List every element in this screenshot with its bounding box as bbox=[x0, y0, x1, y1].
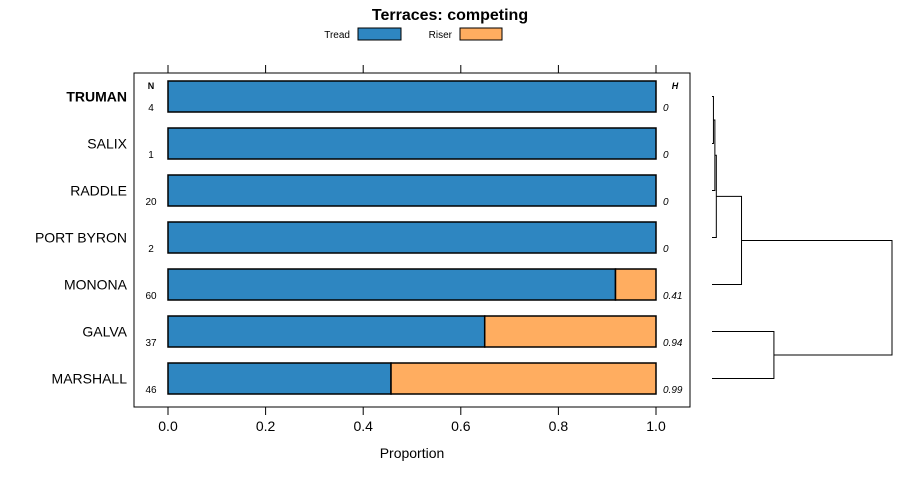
dendrogram-link bbox=[712, 331, 775, 379]
n-header: N bbox=[148, 81, 155, 91]
bar-riser-marshall bbox=[390, 362, 657, 395]
dendrogram-link bbox=[741, 239, 893, 356]
n-value-monona: 60 bbox=[145, 291, 157, 302]
h-value-truman: 0 bbox=[663, 103, 669, 114]
category-label-truman: TRUMAN bbox=[66, 89, 127, 105]
legend-label-tread: Tread bbox=[324, 30, 350, 41]
legend-swatch-riser bbox=[459, 27, 503, 41]
bar-tread-port-byron bbox=[167, 221, 657, 254]
x-tick-label: 0.8 bbox=[549, 418, 569, 434]
x-tick-label: 0.2 bbox=[256, 418, 276, 434]
h-value-marshall: 0.99 bbox=[663, 385, 683, 396]
bar-tread-truman bbox=[167, 80, 657, 113]
n-value-marshall: 46 bbox=[145, 385, 157, 396]
legend: Tread Riser bbox=[324, 27, 503, 41]
bar-riser-galva bbox=[483, 315, 657, 348]
n-value-port-byron: 2 bbox=[148, 244, 154, 255]
n-value-truman: 4 bbox=[148, 103, 154, 114]
h-value-monona: 0.41 bbox=[663, 291, 682, 302]
category-label-salix: SALIX bbox=[87, 136, 127, 152]
bar-tread-marshall bbox=[167, 362, 392, 395]
category-label-port-byron: PORT BYRON bbox=[35, 230, 127, 246]
bar-riser-monona bbox=[614, 268, 657, 301]
x-tick-label: 1.0 bbox=[646, 418, 666, 434]
bar-tread-galva bbox=[167, 315, 486, 348]
category-label-galva: GALVA bbox=[82, 324, 127, 340]
n-value-raddle: 20 bbox=[145, 197, 157, 208]
category-label-monona: MONONA bbox=[64, 277, 128, 293]
x-tick-label: 0.0 bbox=[158, 418, 178, 434]
bar-tread-monona bbox=[167, 268, 617, 301]
x-tick-label: 0.6 bbox=[451, 418, 471, 434]
x-axis-label: Proportion bbox=[380, 445, 445, 461]
plot-frame bbox=[133, 72, 691, 408]
h-value-port-byron: 0 bbox=[663, 244, 669, 255]
legend-label-riser: Riser bbox=[429, 30, 453, 41]
chart-title: Terraces: competing bbox=[372, 7, 528, 24]
bar-tread-salix bbox=[167, 127, 657, 160]
category-label-marshall: MARSHALL bbox=[52, 371, 128, 387]
dendrogram bbox=[712, 96, 893, 379]
h-value-salix: 0 bbox=[663, 150, 669, 161]
h-value-raddle: 0 bbox=[663, 197, 669, 208]
bar-tread-raddle bbox=[167, 174, 657, 207]
category-label-raddle: RADDLE bbox=[70, 183, 127, 199]
n-value-salix: 1 bbox=[148, 150, 154, 161]
dendrogram-link bbox=[712, 154, 717, 238]
x-tick-label: 0.4 bbox=[353, 418, 373, 434]
h-header: H bbox=[672, 81, 679, 91]
n-value-galva: 37 bbox=[145, 338, 157, 349]
dendrogram-link bbox=[712, 96, 714, 144]
h-value-galva: 0.94 bbox=[663, 338, 683, 349]
legend-swatch-tread bbox=[357, 27, 402, 41]
